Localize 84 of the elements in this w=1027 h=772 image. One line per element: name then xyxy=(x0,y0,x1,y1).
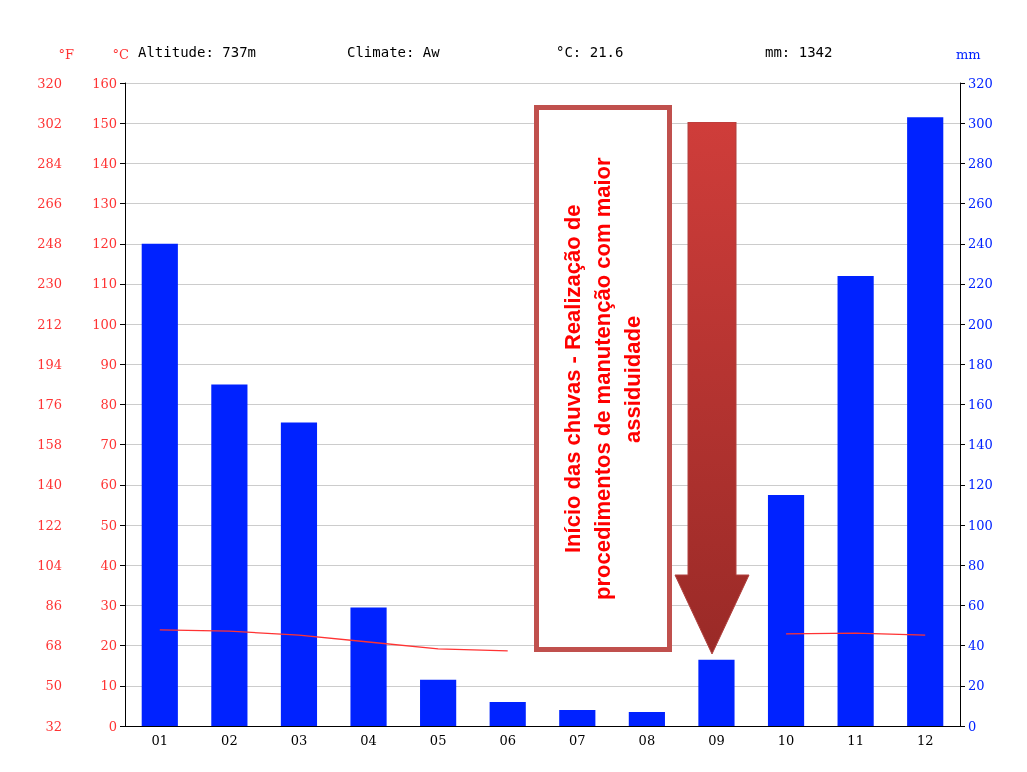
y2-tick-label: 20 xyxy=(968,678,985,694)
y3-tick-label: 176 xyxy=(37,397,62,412)
bar xyxy=(350,607,387,726)
y3-tick-label: 320 xyxy=(37,75,62,91)
bar xyxy=(211,384,248,726)
y-tick-label: 80 xyxy=(100,397,117,412)
y3-axis-title: °F xyxy=(58,47,74,62)
bar xyxy=(907,117,944,726)
text-box: Início das chuvas - Realização de procedimentos de manutenção com maior assiduidade xyxy=(534,105,672,652)
x-tick-label: 08 xyxy=(638,733,656,748)
bar xyxy=(837,275,874,726)
y3-tick-label: 122 xyxy=(37,517,62,533)
y-tick-label: 60 xyxy=(100,477,117,493)
y3-tick-label: 212 xyxy=(37,316,62,332)
y3-tick-label: 140 xyxy=(37,477,62,493)
x-tick-label: 12 xyxy=(916,733,934,748)
y-tick-label: 0 xyxy=(108,718,117,734)
y2-tick-label: 160 xyxy=(968,397,993,412)
y2-axis-title: mm xyxy=(956,47,981,62)
y-tick-label: 120 xyxy=(92,236,117,252)
bar xyxy=(767,494,805,726)
x-tick-label: 05 xyxy=(429,733,447,748)
y2-tick-label: 260 xyxy=(968,196,993,212)
bar xyxy=(420,679,457,726)
y3-tick-label: 32 xyxy=(45,718,62,734)
bar xyxy=(628,711,665,726)
x-tick-label: 03 xyxy=(290,733,308,748)
text: Altitude: 737m xyxy=(138,44,257,60)
y2-tick-label: 120 xyxy=(968,477,993,493)
y3-tick-label: 230 xyxy=(37,276,62,292)
y-tick-label: 10 xyxy=(100,678,117,694)
bar xyxy=(141,243,178,726)
x-tick-label: 04 xyxy=(360,733,377,748)
y3-tick-label: 194 xyxy=(37,356,62,372)
y-tick-label: 140 xyxy=(92,155,117,171)
x-tick-label: 07 xyxy=(569,733,586,748)
y-tick-label: 90 xyxy=(100,356,117,372)
y-tick-label: 30 xyxy=(100,597,117,613)
x-tick-label: 06 xyxy=(499,733,516,748)
bar xyxy=(559,709,596,726)
y2-tick-label: 280 xyxy=(968,155,993,171)
y-tick-label: 20 xyxy=(100,638,117,654)
y2-tick-label: 60 xyxy=(968,597,985,613)
y2-tick-label: 80 xyxy=(968,557,985,573)
y-tick-label: 110 xyxy=(92,276,117,292)
x-tick-label: 09 xyxy=(708,733,725,748)
x-tick-label: 01 xyxy=(151,733,169,748)
y2-tick-label: 200 xyxy=(968,316,993,332)
y3-tick-label: 284 xyxy=(37,155,62,171)
y-tick-label: 130 xyxy=(92,196,117,212)
y2-tick-label: 300 xyxy=(968,115,993,131)
y-tick-label: 100 xyxy=(92,316,117,332)
bar xyxy=(489,701,526,726)
y2-tick-label: 100 xyxy=(968,517,993,533)
y2-tick-label: 40 xyxy=(968,638,985,654)
x-tick-label: 02 xyxy=(221,733,238,748)
y-tick-label: 160 xyxy=(92,75,117,91)
y3-tick-label: 50 xyxy=(45,678,62,694)
y-tick-label: 40 xyxy=(100,557,117,573)
y-tick-label: 50 xyxy=(100,517,117,533)
x-tick-label: 11 xyxy=(847,733,864,748)
y3-tick-label: 68 xyxy=(45,638,62,654)
y-axis-title: °C xyxy=(112,47,130,62)
bar xyxy=(698,659,735,726)
text: °C: 21.6 xyxy=(556,44,624,60)
x-tick-label: 10 xyxy=(777,733,795,748)
y3-tick-label: 248 xyxy=(37,236,62,252)
y3-tick-label: 158 xyxy=(37,437,62,453)
text: mm: 1342 xyxy=(765,44,833,60)
y2-tick-label: 240 xyxy=(968,236,993,252)
y2-tick-label: 180 xyxy=(968,356,993,372)
y3-tick-label: 266 xyxy=(37,196,62,212)
y2-tick-label: 320 xyxy=(968,75,993,91)
bar xyxy=(280,422,318,726)
text: Climate: Aw xyxy=(347,44,441,60)
y3-tick-label: 104 xyxy=(37,557,62,573)
y-tick-label: 70 xyxy=(100,437,117,453)
y2-tick-label: 0 xyxy=(968,718,977,734)
y2-tick-label: 140 xyxy=(968,437,993,453)
y3-tick-label: 302 xyxy=(37,115,62,131)
y2-tick-label: 220 xyxy=(968,276,993,292)
y3-tick-label: 86 xyxy=(45,597,62,613)
y-tick-label: 150 xyxy=(92,115,117,131)
annotation: Início das chuvas - Realização de procedimentos de manutenção com maior assiduidade xyxy=(559,156,646,602)
